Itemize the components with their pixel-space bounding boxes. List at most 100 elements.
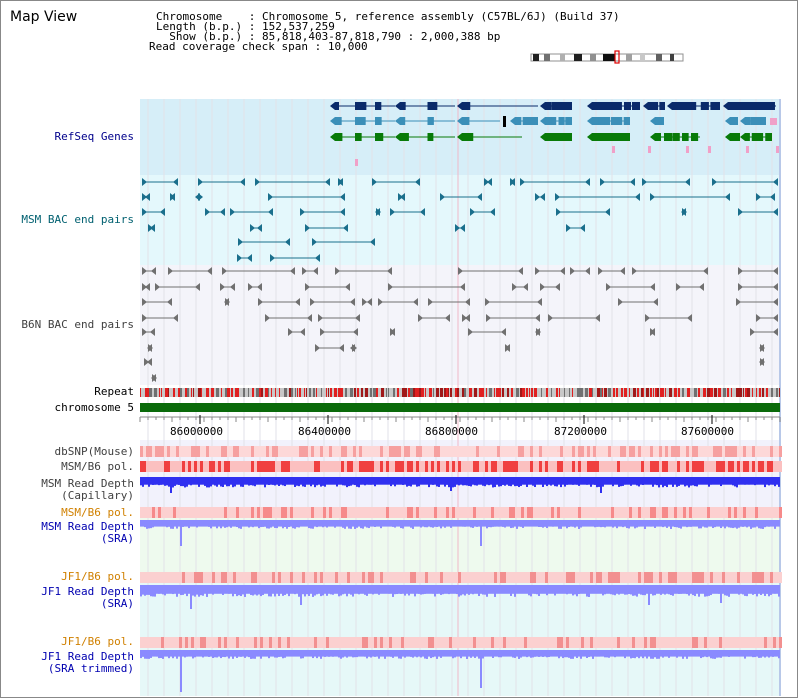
heat-cell [713, 446, 716, 457]
depth-bar [412, 585, 414, 591]
depth-bar [678, 585, 680, 594]
depth-bar [720, 650, 722, 658]
gene-strand-marker [330, 117, 335, 125]
depth-bar [368, 650, 370, 657]
heat-cell [299, 446, 302, 457]
heat-cell [695, 507, 698, 518]
repeat-element [289, 388, 292, 397]
depth-bar [374, 650, 376, 657]
heat-cell [524, 507, 527, 518]
track-label-msm-depth-sra[interactable]: MSM Read Depth (SRA) [41, 521, 134, 545]
depth-bar [408, 477, 410, 486]
heat-cell [299, 572, 302, 583]
heat-cell [431, 637, 434, 648]
track-label-jf1-depth-sra[interactable]: JF1 Read Depth (SRA) [41, 586, 134, 610]
heat-cell [560, 446, 563, 457]
heat-cell [743, 461, 746, 472]
depth-bar [318, 585, 320, 591]
depth-bar [384, 650, 386, 659]
depth-bar [416, 585, 418, 592]
track-label-dbsnp[interactable]: dbSNP(Mouse) [54, 445, 134, 458]
depth-bar [768, 585, 770, 597]
bac-end-marker [537, 298, 542, 306]
heat-cell [206, 446, 209, 457]
heat-cell [179, 637, 182, 648]
depth-bar [696, 650, 698, 656]
depth-bar [218, 477, 220, 484]
track-label-jf1-depth-trimmed[interactable]: JF1 Read Depth (SRA trimmed) [41, 651, 134, 675]
depth-bar [454, 585, 456, 591]
heat-cell [659, 507, 662, 518]
bac-end-marker [367, 298, 372, 306]
heat-cell [464, 507, 467, 518]
heat-cell [704, 572, 707, 583]
heat-cell [713, 507, 716, 518]
heat-cell [209, 637, 212, 648]
depth-bar [280, 520, 282, 527]
heat-cell [737, 637, 740, 648]
heat-cell [776, 461, 779, 472]
heat-cell [224, 446, 227, 457]
repeat-element [689, 388, 690, 397]
track-label-msm-bac[interactable]: MSM BAC end pairs [21, 213, 134, 226]
bac-end-marker [773, 267, 778, 275]
depth-bar [732, 520, 734, 529]
depth-bar [594, 477, 596, 485]
repeat-element [580, 388, 583, 397]
heat-cell [536, 637, 539, 648]
depth-bar [616, 477, 618, 483]
heat-cell [254, 572, 257, 583]
depth-bar [324, 477, 326, 487]
heat-cell [752, 461, 755, 472]
heat-cell [365, 507, 368, 518]
heat-cell [596, 572, 599, 583]
heat-cell [728, 637, 731, 648]
heat-cell [674, 461, 677, 472]
ideogram-band [533, 54, 539, 61]
heat-cell [524, 461, 527, 472]
bac-end-marker [375, 208, 380, 216]
track-label-chromosome[interactable]: chromosome 5 [54, 401, 134, 414]
heat-cell [383, 461, 386, 472]
depth-bar [302, 520, 304, 526]
gene-exon [744, 102, 753, 110]
depth-bar [592, 477, 594, 484]
track-label-jf1-b6-pol[interactable]: JF1/B6 pol. [61, 570, 134, 583]
label-line-2: (SRA) [100, 532, 134, 545]
depth-spike [300, 585, 302, 605]
heat-cell [158, 637, 161, 648]
heat-cell [275, 572, 278, 583]
depth-bar [164, 520, 166, 525]
heat-cell [479, 637, 482, 648]
heat-cell [293, 637, 296, 648]
track-label-msm-b6-pol-2[interactable]: MSM/B6 pol. [61, 506, 134, 519]
depth-bar [746, 477, 748, 483]
depth-bar [586, 650, 588, 659]
heat-cell [203, 637, 206, 648]
heat-cell [221, 446, 224, 457]
depth-bar [470, 650, 472, 658]
track-label-msm-depth-capillary[interactable]: MSM Read Depth (Capillary) [41, 478, 134, 502]
depth-bar [466, 520, 468, 526]
heat-cell [521, 572, 524, 583]
gene-exon [760, 102, 772, 110]
depth-bar [408, 585, 410, 596]
depth-bar [226, 585, 228, 594]
track-label-jf1-b6-pol-2[interactable]: JF1/B6 pol. [61, 635, 134, 648]
track-label-msm-b6-pol[interactable]: MSM/B6 pol. [61, 460, 134, 473]
depth-bar [354, 585, 356, 591]
depth-bar [538, 585, 540, 597]
track-label-refseq[interactable]: RefSeq Genes [54, 130, 134, 143]
depth-bar [380, 477, 382, 483]
heat-cell [227, 461, 230, 472]
bac-end-marker [560, 267, 565, 275]
bac-end-marker [250, 224, 255, 232]
track-label-b6n-bac[interactable]: B6N BAC end pairs [21, 318, 134, 331]
depth-bar [528, 650, 530, 656]
heat-cell [692, 507, 695, 518]
heat-cell [464, 446, 467, 457]
depth-bar [140, 520, 142, 527]
track-label-repeat[interactable]: Repeat [94, 385, 134, 398]
heat-cell [500, 446, 503, 457]
